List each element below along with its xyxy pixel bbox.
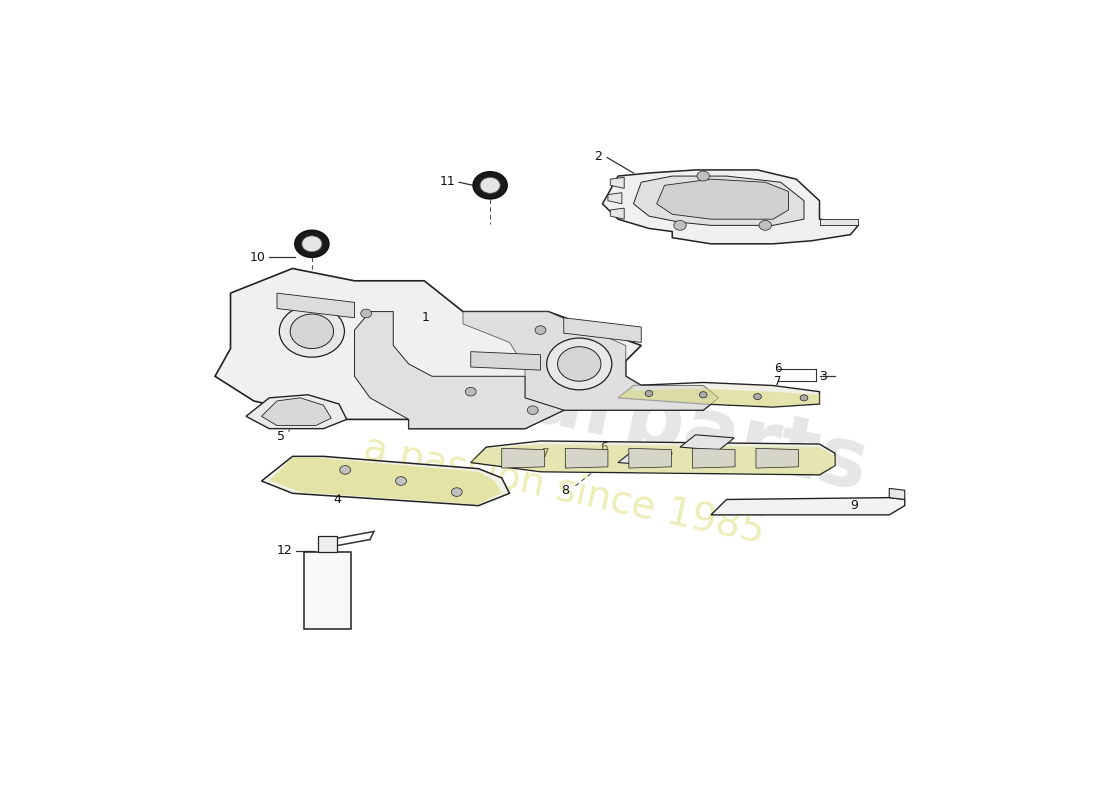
Circle shape [645,390,653,397]
Text: a passion since 1985: a passion since 1985 [360,429,768,551]
Polygon shape [618,386,820,406]
Polygon shape [318,537,337,552]
Text: 8: 8 [561,484,570,497]
Polygon shape [246,394,346,429]
Text: 11: 11 [440,174,455,187]
Text: 12: 12 [277,544,293,557]
Text: 3: 3 [820,370,827,382]
Polygon shape [214,269,718,429]
Polygon shape [354,311,563,429]
Circle shape [527,406,538,414]
Polygon shape [820,219,858,226]
Polygon shape [629,448,671,468]
Polygon shape [277,293,354,318]
Circle shape [465,387,476,396]
Text: 9: 9 [850,498,858,511]
Circle shape [800,394,807,401]
Polygon shape [471,352,540,370]
Polygon shape [610,208,624,219]
Polygon shape [262,456,509,506]
Circle shape [674,221,686,230]
Text: 6: 6 [601,441,608,454]
Polygon shape [502,448,544,468]
Circle shape [361,309,372,318]
Polygon shape [471,444,835,474]
Polygon shape [618,382,820,407]
Circle shape [340,466,351,474]
Circle shape [697,171,710,181]
Text: 7: 7 [542,446,550,460]
Text: 4: 4 [333,493,341,506]
Text: 1: 1 [422,311,430,324]
Circle shape [279,306,344,357]
Text: euroCarparts: euroCarparts [252,300,876,508]
Circle shape [535,326,546,334]
Polygon shape [471,441,835,475]
Polygon shape [565,448,608,468]
Polygon shape [270,458,502,505]
Polygon shape [304,552,351,629]
Polygon shape [618,450,672,466]
Circle shape [451,488,462,496]
Circle shape [290,314,333,349]
Circle shape [295,230,329,258]
Polygon shape [692,448,735,468]
Polygon shape [889,488,904,499]
Polygon shape [680,435,735,450]
Text: 7: 7 [774,374,781,388]
Circle shape [473,172,507,199]
Polygon shape [657,179,789,219]
Polygon shape [634,176,804,226]
Text: 5: 5 [277,430,285,443]
Polygon shape [463,311,718,410]
Circle shape [396,477,406,486]
Text: 2: 2 [594,150,602,163]
Text: 10: 10 [250,251,265,264]
Polygon shape [711,498,904,515]
Circle shape [558,346,601,382]
Polygon shape [563,318,641,342]
Circle shape [700,392,707,398]
Polygon shape [756,448,799,468]
Circle shape [759,221,771,230]
Circle shape [547,338,612,390]
Polygon shape [610,178,624,188]
Polygon shape [603,170,858,244]
Text: 6: 6 [774,362,781,375]
Circle shape [754,394,761,400]
Circle shape [480,178,501,194]
Circle shape [301,236,322,252]
Polygon shape [262,398,331,426]
Polygon shape [608,193,622,204]
